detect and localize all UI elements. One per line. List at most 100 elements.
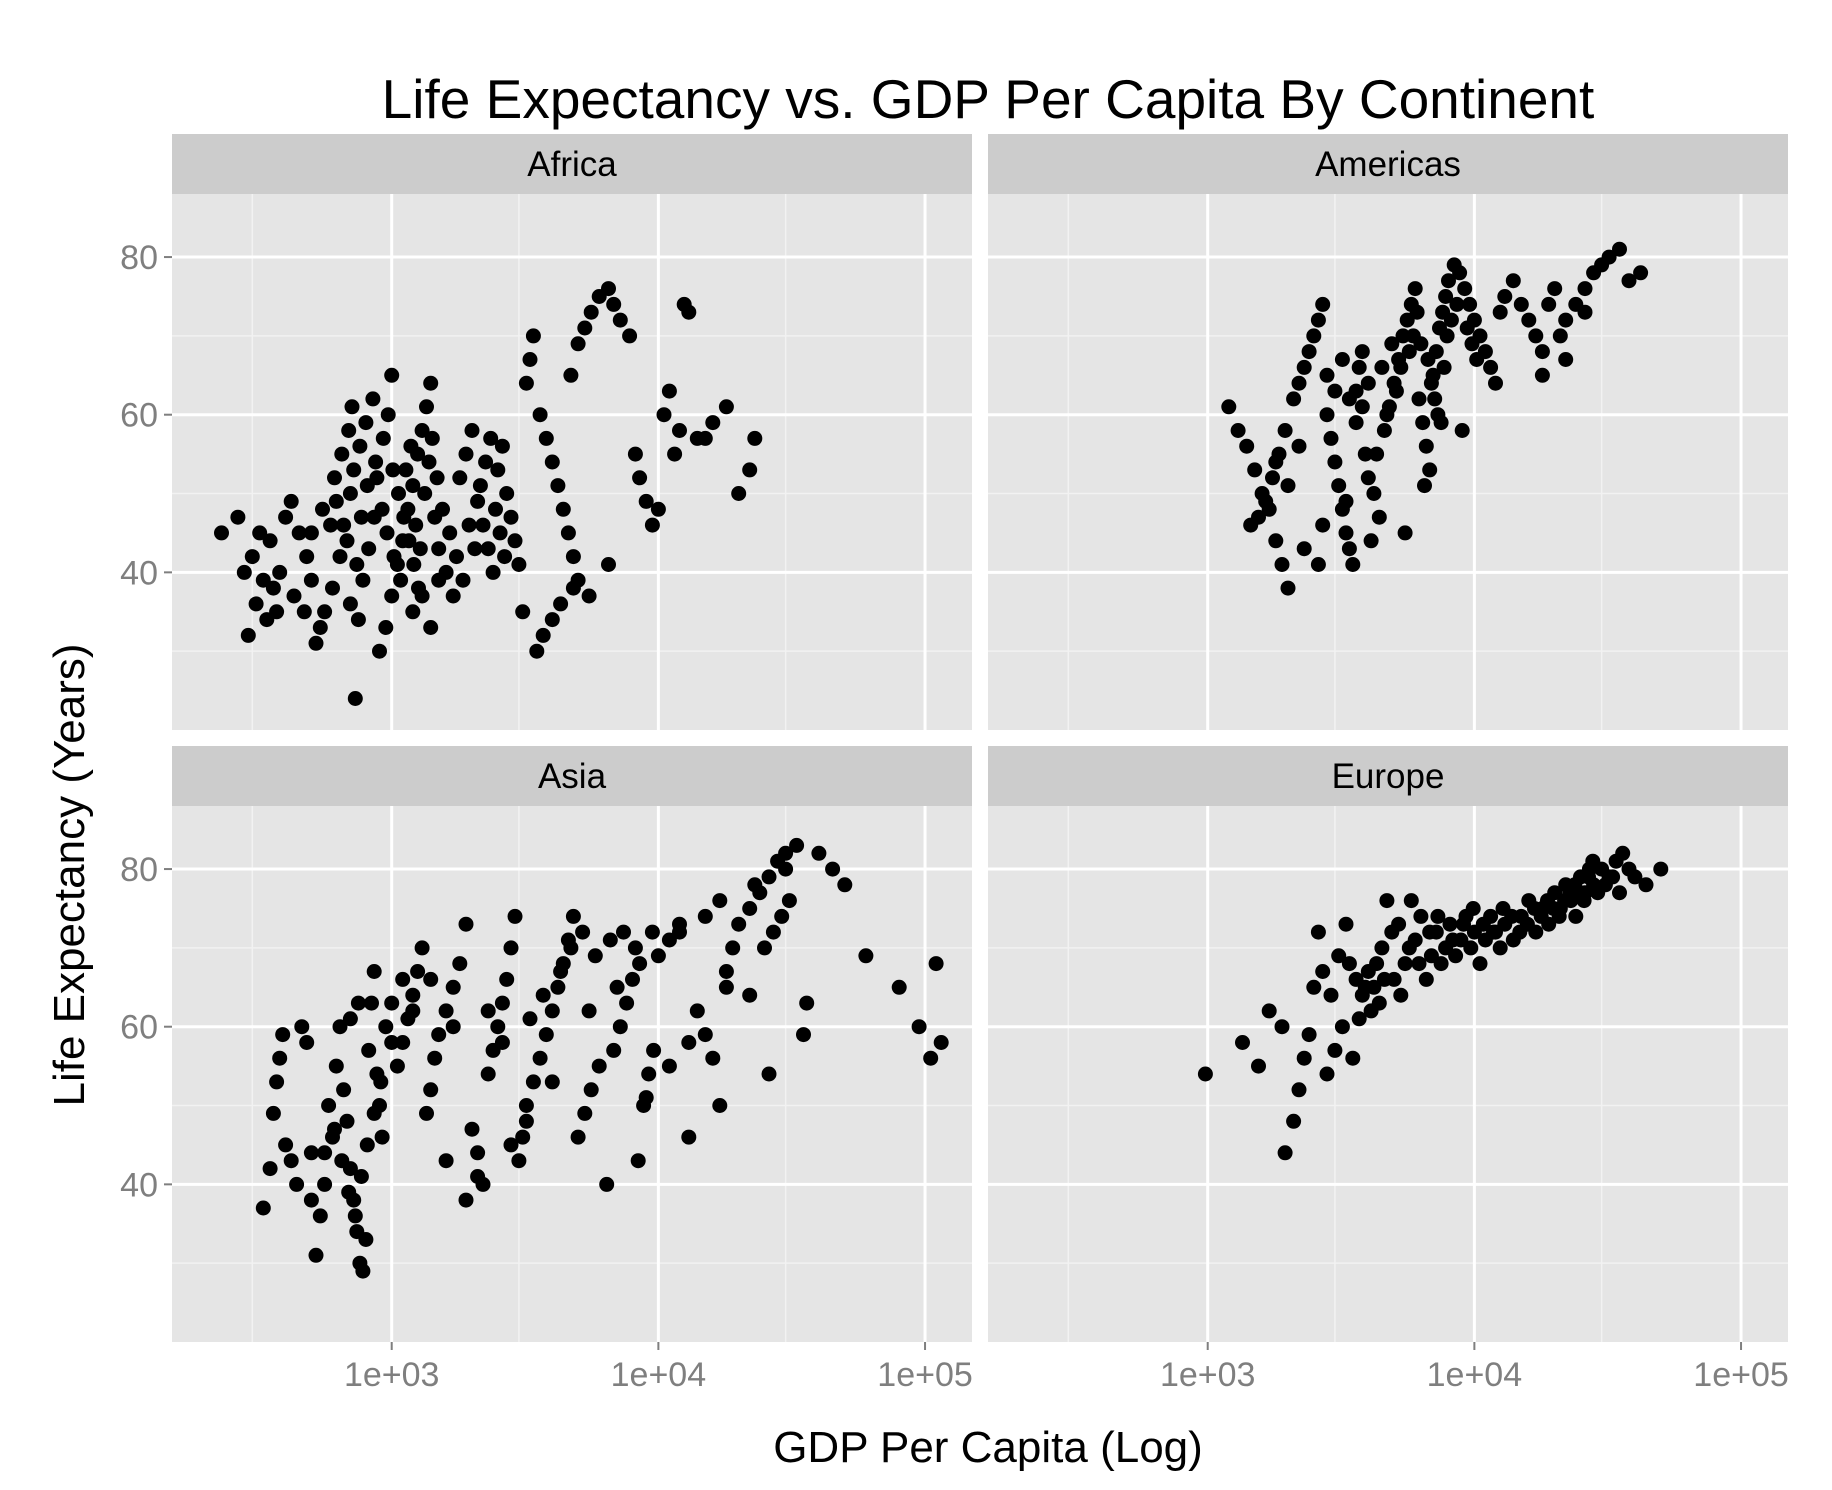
data-point (445, 1019, 461, 1035)
data-point (570, 1129, 586, 1145)
data-point (761, 1066, 777, 1082)
data-point (248, 596, 264, 612)
data-point (414, 423, 430, 438)
data-point (1581, 869, 1596, 885)
data-point (398, 462, 414, 478)
data-point (334, 1153, 350, 1169)
data-point (1463, 940, 1479, 956)
data-point (272, 1050, 288, 1066)
data-point (1388, 383, 1404, 399)
data-point (765, 924, 781, 940)
data-point (1323, 430, 1339, 446)
data-point (1331, 478, 1347, 494)
data-point (583, 1082, 599, 1098)
data-point (355, 1263, 371, 1279)
data-point (632, 956, 648, 972)
points-africa (214, 281, 763, 706)
data-point (289, 1176, 305, 1192)
data-point (490, 462, 506, 478)
data-point (1280, 478, 1296, 494)
data-point (1401, 344, 1417, 360)
data-point (532, 407, 548, 423)
data-point (327, 1121, 342, 1137)
data-point (1513, 296, 1529, 312)
data-point (581, 588, 597, 604)
data-point (681, 1129, 697, 1145)
data-point (1413, 908, 1429, 924)
data-point (1251, 509, 1266, 525)
data-point (1436, 359, 1452, 375)
data-point (391, 486, 406, 501)
data-point (490, 1019, 506, 1035)
data-point (518, 375, 534, 391)
data-point (601, 281, 616, 297)
data-point (283, 1153, 299, 1169)
data-point (411, 580, 426, 596)
y-tick-label: 60 (120, 397, 158, 435)
data-point (438, 1003, 454, 1019)
facet-strip-americas (988, 134, 1788, 194)
data-point (386, 549, 402, 565)
data-point (619, 995, 635, 1011)
data-point (1331, 948, 1347, 964)
data-point (718, 399, 734, 415)
data-point (1268, 454, 1284, 470)
data-point (1445, 932, 1461, 948)
data-point (431, 1027, 447, 1043)
data-point (774, 908, 790, 924)
data-point (424, 430, 440, 446)
data-point (1472, 956, 1488, 972)
data-point (591, 1058, 607, 1074)
data-point (380, 407, 396, 423)
data-point (1459, 320, 1475, 336)
data-point (1376, 423, 1392, 438)
data-point (781, 893, 797, 909)
data-point (612, 1019, 628, 1035)
data-point (1296, 541, 1312, 557)
data-point (467, 541, 483, 557)
data-point (1486, 924, 1501, 940)
data-point (1627, 869, 1643, 885)
data-point (1384, 336, 1400, 352)
data-point (303, 1145, 319, 1161)
data-point (1475, 916, 1491, 932)
data-point (638, 1090, 654, 1106)
data-point (1371, 995, 1387, 1011)
data-point (923, 1050, 939, 1066)
data-point (499, 971, 515, 987)
data-point (1393, 359, 1409, 375)
data-point (1301, 1027, 1317, 1043)
data-point (1462, 296, 1478, 312)
data-point (262, 1161, 278, 1177)
data-point (697, 908, 713, 924)
data-point (644, 517, 660, 533)
data-point (1420, 352, 1436, 367)
data-point (461, 517, 477, 533)
data-point (1430, 407, 1446, 423)
data-point (1430, 908, 1446, 924)
data-point (1239, 438, 1255, 454)
points-asia (255, 837, 949, 1279)
x-tick-label: 1e+05 (1693, 1356, 1789, 1394)
data-point (1552, 328, 1568, 344)
data-point (747, 877, 763, 893)
data-point (705, 1050, 721, 1066)
data-point (1366, 979, 1382, 995)
data-point (1568, 908, 1584, 924)
data-point (445, 979, 461, 995)
data-point (583, 304, 599, 320)
data-point (553, 596, 569, 612)
data-point (1286, 391, 1302, 407)
data-point (408, 517, 424, 533)
data-point (442, 525, 458, 541)
data-point (1235, 1035, 1250, 1050)
data-point (339, 1113, 355, 1129)
data-point (423, 971, 439, 987)
data-point (538, 1027, 554, 1043)
data-point (265, 1105, 281, 1121)
data-point (644, 924, 660, 940)
data-point (1334, 1019, 1350, 1035)
data-point (1415, 415, 1431, 431)
data-point (1354, 987, 1370, 1003)
data-point (1423, 375, 1439, 391)
